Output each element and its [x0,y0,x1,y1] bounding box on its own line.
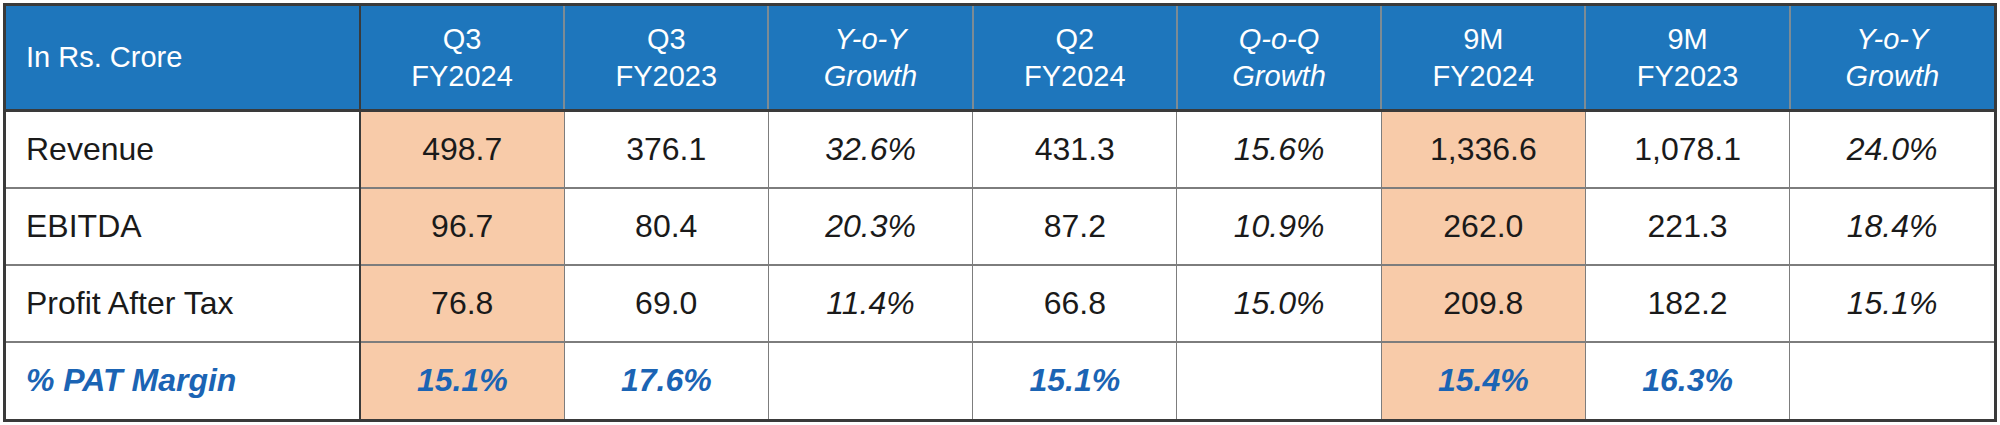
cell-pat-margin-q2-fy2024: 15.1% [973,342,1177,419]
col-header-q3-fy2024: Q3FY2024 [360,6,564,111]
cell-pat-margin-yoy-growth-9m [1790,342,1994,419]
col-header-line1: 9M [1382,21,1584,58]
cell-ebitda-9m-fy2024: 262.0 [1381,188,1585,265]
cell-pat-margin-q3-fy2024: 15.1% [360,342,564,419]
cell-ebitda-q3-fy2023: 80.4 [564,188,768,265]
cell-pat-margin-9m-fy2024: 15.4% [1381,342,1585,419]
row-label-pat-margin: % PAT Margin [6,342,360,419]
col-header-q3-fy2023: Q3FY2023 [564,6,768,111]
col-header-9m-fy2023: 9MFY2023 [1585,6,1789,111]
quarterly-results-table: In Rs. Crore Q3FY2024Q3FY2023Y-o-YGrowth… [6,6,1994,419]
col-header-q2-fy2024: Q2FY2024 [973,6,1177,111]
col-header-yoy-growth-q: Y-o-YGrowth [768,6,972,111]
col-header-line1: Y-o-Y [769,21,971,58]
cell-ebitda-9m-fy2023: 221.3 [1585,188,1789,265]
cell-profit-after-tax-q2-fy2024: 66.8 [973,265,1177,342]
cell-profit-after-tax-q3-fy2023: 69.0 [564,265,768,342]
cell-ebitda-q3-fy2024: 96.7 [360,188,564,265]
cell-profit-after-tax-yoy-growth-9m: 15.1% [1790,265,1994,342]
col-header-yoy-growth-9m: Y-o-YGrowth [1790,6,1994,111]
cell-revenue-q3-fy2024: 498.7 [360,111,564,188]
cell-profit-after-tax-q3-fy2024: 76.8 [360,265,564,342]
cell-revenue-9m-fy2024: 1,336.6 [1381,111,1585,188]
cell-pat-margin-yoy-growth-q [768,342,972,419]
units-header-cell: In Rs. Crore [6,6,360,111]
cell-ebitda-yoy-growth-9m: 18.4% [1790,188,1994,265]
col-header-line1: Q3 [565,21,767,58]
cell-revenue-yoy-growth-q: 32.6% [768,111,972,188]
col-header-line2: FY2024 [1382,58,1584,95]
cell-pat-margin-9m-fy2023: 16.3% [1585,342,1789,419]
cell-ebitda-q2-fy2024: 87.2 [973,188,1177,265]
cell-revenue-qoq-growth: 15.6% [1177,111,1381,188]
table-row-pat-margin: % PAT Margin15.1%17.6%15.1%15.4%16.3% [6,342,1994,419]
cell-pat-margin-q3-fy2023: 17.6% [564,342,768,419]
col-header-line1: Q3 [361,21,563,58]
table-frame: In Rs. Crore Q3FY2024Q3FY2023Y-o-YGrowth… [3,3,1997,422]
table-header: In Rs. Crore Q3FY2024Q3FY2023Y-o-YGrowth… [6,6,1994,111]
header-row: In Rs. Crore Q3FY2024Q3FY2023Y-o-YGrowth… [6,6,1994,111]
col-header-line2: FY2024 [974,58,1176,95]
cell-profit-after-tax-qoq-growth: 15.0% [1177,265,1381,342]
cell-ebitda-qoq-growth: 10.9% [1177,188,1381,265]
col-header-line2: FY2023 [565,58,767,95]
cell-ebitda-yoy-growth-q: 20.3% [768,188,972,265]
col-header-line1: 9M [1586,21,1788,58]
col-header-line2: Growth [769,58,971,95]
table-body: Revenue498.7376.132.6%431.315.6%1,336.61… [6,111,1994,420]
table-row-revenue: Revenue498.7376.132.6%431.315.6%1,336.61… [6,111,1994,188]
col-header-line2: FY2024 [361,58,563,95]
cell-revenue-q3-fy2023: 376.1 [564,111,768,188]
cell-pat-margin-qoq-growth [1177,342,1381,419]
col-header-line2: FY2023 [1586,58,1788,95]
row-label-revenue: Revenue [6,111,360,188]
table-row-profit-after-tax: Profit After Tax76.869.011.4%66.815.0%20… [6,265,1994,342]
col-header-line2: Growth [1178,58,1380,95]
cell-profit-after-tax-9m-fy2024: 209.8 [1381,265,1585,342]
cell-profit-after-tax-yoy-growth-q: 11.4% [768,265,972,342]
col-header-line1: Q2 [974,21,1176,58]
cell-profit-after-tax-9m-fy2023: 182.2 [1585,265,1789,342]
cell-revenue-9m-fy2023: 1,078.1 [1585,111,1789,188]
col-header-qoq-growth: Q-o-QGrowth [1177,6,1381,111]
table-row-ebitda: EBITDA96.780.420.3%87.210.9%262.0221.318… [6,188,1994,265]
financial-results-table-screenshot: In Rs. Crore Q3FY2024Q3FY2023Y-o-YGrowth… [0,0,2000,425]
row-label-ebitda: EBITDA [6,188,360,265]
col-header-line1: Q-o-Q [1178,21,1380,58]
col-header-line2: Growth [1791,58,1994,95]
row-label-profit-after-tax: Profit After Tax [6,265,360,342]
col-header-line1: Y-o-Y [1791,21,1994,58]
col-header-9m-fy2024: 9MFY2024 [1381,6,1585,111]
cell-revenue-yoy-growth-9m: 24.0% [1790,111,1994,188]
cell-revenue-q2-fy2024: 431.3 [973,111,1177,188]
